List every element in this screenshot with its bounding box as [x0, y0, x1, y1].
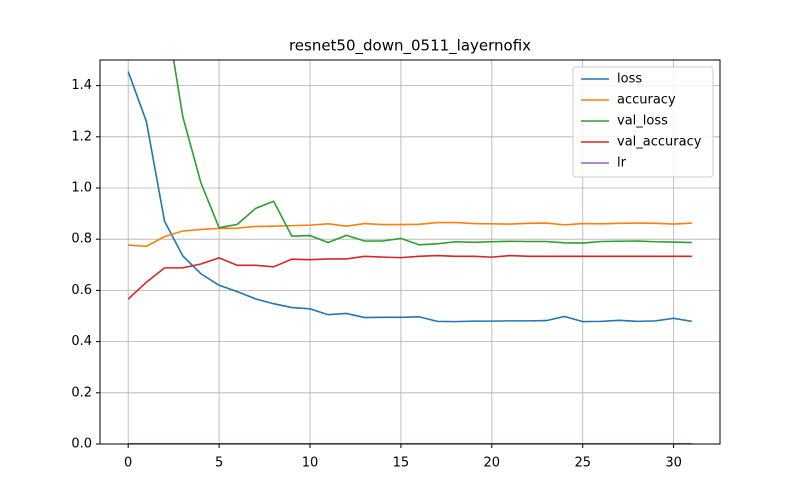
series-line: [128, 221, 692, 248]
y-tick-label: 0.0: [71, 437, 92, 452]
x-tick-label: 0: [124, 456, 132, 471]
y-tick-label: 1.2: [71, 129, 92, 144]
ticks: 0 5 10 15 20 25 30 0.0 0.2 0.4 0.6 0.8 1.0 1.2 1.4: [71, 78, 682, 470]
legend-label: val_loss: [617, 114, 668, 129]
legend-label: accuracy: [617, 93, 676, 108]
x-tick-label: 5: [215, 456, 223, 471]
x-tick-label: 20: [484, 456, 501, 471]
y-tick-label: 0.4: [71, 334, 92, 349]
x-tick-label: 25: [574, 456, 591, 471]
y-tick-label: 1.0: [71, 181, 92, 196]
x-tick-label: 10: [302, 456, 319, 471]
legend-box: [572, 66, 714, 178]
y-tick-label: 0.8: [71, 232, 92, 247]
series-line: [127, 254, 692, 300]
series-line: [172, 60, 692, 246]
y-tick-label: 1.4: [71, 78, 92, 93]
y-tick-label: 0.2: [71, 385, 92, 400]
legend-label: lr: [617, 156, 627, 171]
legend-label: val_accuracy: [617, 135, 702, 150]
series-line: [127, 71, 692, 323]
legend-label: loss: [617, 72, 642, 87]
chart-title: resnet50_down_0511_layernofix: [289, 37, 531, 56]
y-tick-label: 0.6: [71, 283, 92, 298]
axes-frame: [99, 59, 721, 445]
x-tick-label: 15: [393, 456, 410, 471]
x-tick-label: 30: [665, 456, 682, 471]
